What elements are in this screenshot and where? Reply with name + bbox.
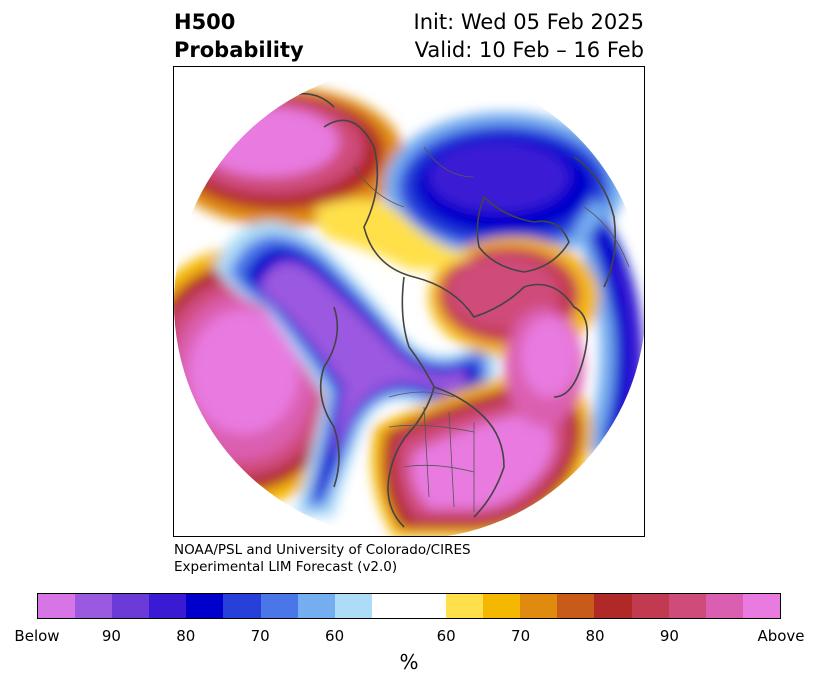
- title-metric: Probability: [174, 38, 304, 62]
- map-panel[interactable]: [173, 66, 645, 537]
- colorbar-tick-label: Above: [757, 627, 805, 645]
- colorbar-cell: [668, 594, 706, 618]
- colorbar-tick-label: Below: [14, 627, 60, 645]
- title-right: Init: Wed 05 Feb 2025 Valid: 10 Feb – 16…: [414, 8, 644, 64]
- colorbar-cell: [446, 594, 484, 618]
- colorbar-cell: [223, 594, 261, 618]
- colorbar-cell: [742, 594, 780, 618]
- probability-map: [174, 67, 644, 536]
- colorbar-cell: [297, 594, 335, 618]
- colorbar-tick-label: 80: [585, 627, 605, 645]
- valid-range: Valid: 10 Feb – 16 Feb: [414, 38, 644, 62]
- init-date: Init: Wed 05 Feb 2025: [413, 10, 644, 34]
- borders: [353, 146, 630, 512]
- colorbar-cell: [483, 594, 521, 618]
- colorbar-unit: %: [399, 650, 419, 674]
- credit-line-1: NOAA/PSL and University of Colorado/CIRE…: [174, 542, 471, 558]
- colorbar-cell: [149, 594, 187, 618]
- colorbar-cell: [112, 594, 150, 618]
- colorbar-tick-label: 70: [511, 627, 531, 645]
- colorbar-cell: [520, 594, 558, 618]
- anomaly-north-yellow-band: [314, 199, 474, 271]
- colorbar-cell: [38, 594, 76, 618]
- colorbar-cell: [334, 594, 372, 618]
- colorbar-tick-label: 80: [176, 627, 196, 645]
- colorbar-tick-label: 70: [250, 627, 270, 645]
- colorbar-cell: [75, 594, 113, 618]
- colorbar-cell: [705, 594, 743, 618]
- credit-line-2: Experimental LIM Forecast (v2.0): [174, 559, 398, 575]
- colorbar-cell: [557, 594, 595, 618]
- title-variable: H500: [174, 10, 236, 34]
- colorbar-cell: [631, 594, 669, 618]
- colorbar-tick-label: 60: [436, 627, 456, 645]
- colorbar-cell: [260, 594, 298, 618]
- colorbar-tick-label: 90: [101, 627, 121, 645]
- colorbar-cell: [594, 594, 632, 618]
- colorbar-cell: [186, 594, 224, 618]
- title-left: H500 Probability: [174, 8, 304, 64]
- colorbar-cell: [371, 594, 447, 618]
- colorbar: [37, 593, 781, 619]
- credit-text: NOAA/PSL and University of Colorado/CIRE…: [174, 542, 471, 576]
- colorbar-tick-label: 60: [325, 627, 345, 645]
- colorbar-tick-label: 90: [659, 627, 679, 645]
